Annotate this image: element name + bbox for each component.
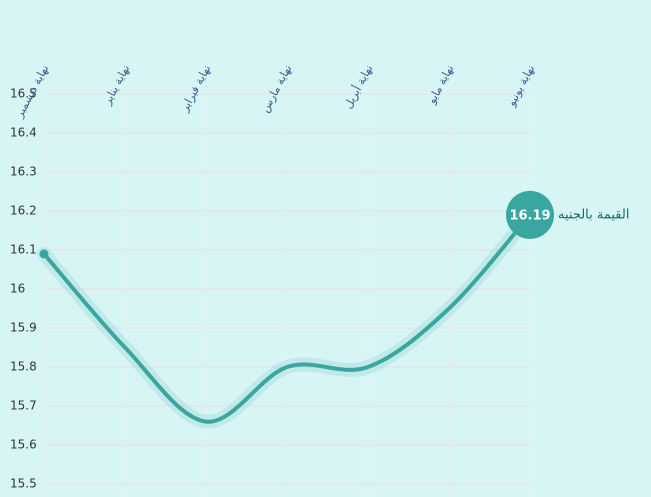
y-tick-label: 15.6: [10, 438, 37, 452]
y-tick-label: 16.4: [10, 126, 37, 140]
end-point: [506, 190, 554, 239]
y-tick-label: 15.8: [10, 360, 37, 374]
y-tick-label: 15.7: [10, 399, 37, 413]
x-tick-label: نهاية فبراير: [178, 63, 214, 115]
y-tick-label: 15.5: [10, 477, 37, 491]
y-tick-label: 16.5: [10, 87, 37, 101]
y-tick-label: 16.3: [10, 165, 37, 179]
value-label: 16.19: [509, 208, 550, 223]
y-tick-label: 16.2: [10, 204, 37, 218]
x-tick-label: نهاية يناير: [100, 63, 132, 108]
x-tick-label: نهاية مارس: [258, 63, 294, 115]
y-tick-label: 16.1: [10, 243, 37, 257]
y-tick-label: 16: [10, 282, 25, 296]
series-line: [42, 212, 532, 424]
x-tick-label: نهاية مايو: [425, 63, 457, 107]
x-tick-label: نهاية يونيو: [504, 63, 537, 109]
series-label: القيمة بالجنيه: [558, 207, 629, 222]
y-tick-label: 15.9: [10, 321, 37, 335]
x-tick-label: نهاية أبريل: [341, 62, 376, 111]
start-point: [39, 249, 49, 259]
